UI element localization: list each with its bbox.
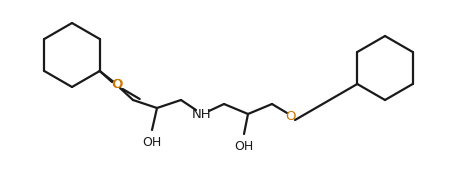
Text: O: O (112, 79, 123, 92)
Text: O: O (286, 111, 296, 123)
Text: OH: OH (234, 140, 254, 153)
Text: O: O (111, 79, 121, 92)
Text: OH: OH (143, 136, 162, 149)
Text: NH: NH (192, 108, 212, 121)
